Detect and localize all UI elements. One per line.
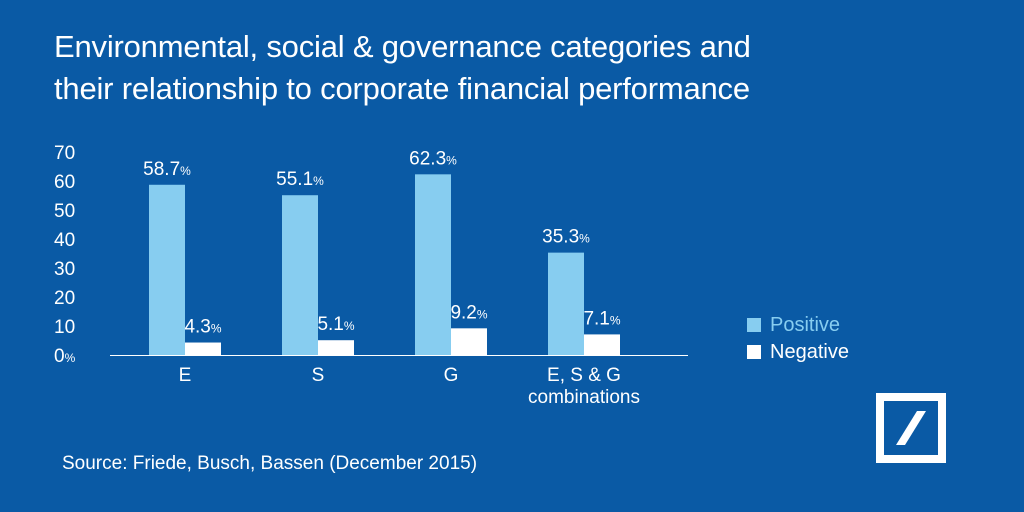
bar-negative [318,340,354,355]
x-category-label: combinations [528,387,640,408]
y-tick-label: 30 [54,259,75,280]
y-tick-label: 50 [54,201,75,222]
data-label-negative: 4.3% [184,317,221,338]
y-tick-label: 70 [54,143,75,164]
bar-positive [149,184,185,355]
y-tick-label: 10 [54,317,75,338]
data-label-positive: 55.1% [276,169,324,190]
data-label-positive: 58.7% [143,159,191,180]
legend-item-positive: Positive [747,311,849,338]
source-note: Source: Friede, Busch, Bassen (December … [62,453,478,474]
chart-title: Environmental, social & governance categ… [54,26,934,110]
x-category-label: S [312,365,325,386]
legend-item-negative: Negative [747,338,849,365]
bar-negative [185,342,221,355]
bar-negative [584,334,620,355]
data-label-negative: 9.2% [450,302,487,323]
bar-negative [451,328,487,355]
y-tick-label: 40 [54,230,75,251]
legend: Positive Negative [747,311,849,365]
data-label-negative: 5.1% [317,314,354,335]
legend-swatch-positive [747,317,761,332]
x-category-label: E, S & G [547,365,621,386]
chart-title-line-2: their relationship to corporate financia… [54,71,750,106]
data-label-positive: 62.3% [409,148,457,169]
data-label-negative: 7.1% [583,308,620,329]
y-tick-label: 60 [54,172,75,193]
bar-positive [282,195,318,355]
deutsche-bank-logo [876,393,946,463]
bar-positive [415,174,451,355]
y-tick-label: 0% [54,346,76,367]
chart-title-line-1: Environmental, social & governance categ… [54,29,751,64]
y-tick-label: 20 [54,288,75,309]
legend-label-positive: Positive [770,313,841,336]
x-category-label: G [444,365,459,386]
data-label-positive: 35.3% [542,227,590,248]
bar-positive [548,252,584,355]
legend-label-negative: Negative [770,340,849,363]
x-category-label: E [179,365,192,386]
legend-swatch-negative [747,344,761,359]
